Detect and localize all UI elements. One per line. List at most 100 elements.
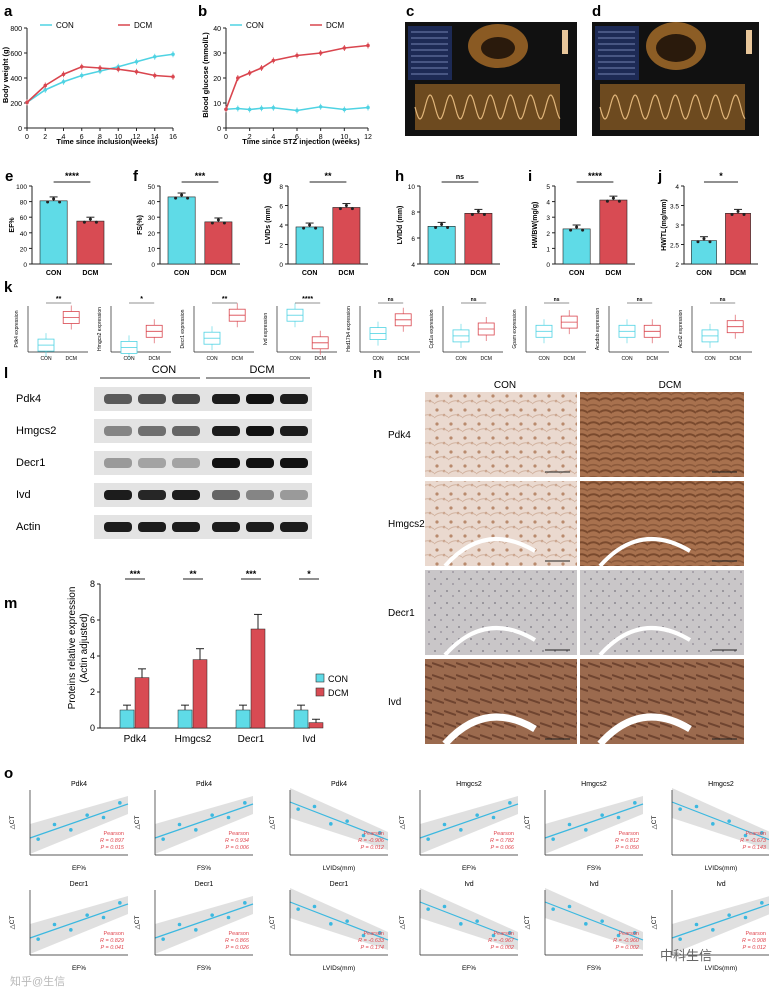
y-tick-label: 0: [151, 262, 155, 269]
blot-band: [172, 458, 200, 468]
ihc-image: [425, 481, 577, 566]
plot-title: Ivd: [464, 881, 473, 888]
blot-row-decr1: Decr1: [16, 451, 312, 475]
stat-r: R = -0.633: [358, 938, 385, 944]
stat-p: P = 0.002: [616, 945, 640, 951]
sample-point: [118, 801, 122, 805]
stat-r: R = 0.812: [615, 838, 639, 844]
x-tick-label: 2: [248, 134, 252, 141]
sample-point: [210, 813, 214, 817]
bar-dcm: [332, 207, 361, 265]
panel-n: n CON DCM Pdk4 Hmgcs2 Decr1 Ivd: [373, 365, 744, 747]
sample-point: [442, 822, 447, 827]
sample-dot: [338, 207, 342, 211]
plot-title: Decr1: [195, 881, 214, 888]
blood-glucose-chart: 0 10 20 30 40 0 2 4 6 8 10 12: [213, 26, 372, 141]
sample-point: [296, 907, 300, 911]
data-point-dcm: [295, 53, 299, 58]
sample-point: [616, 933, 621, 938]
bar-con: [427, 226, 456, 265]
x-axis-label: EF%: [72, 965, 86, 972]
blot-band: [138, 522, 166, 532]
blot-row-ivd: Ivd: [16, 483, 312, 507]
data-point-dcm: [342, 46, 347, 50]
x-tick-label: CON: [206, 356, 218, 362]
sample-point: [69, 928, 73, 932]
stat-method: Pearson: [619, 931, 640, 937]
sample-point: [633, 801, 637, 805]
y-tick-label: 30: [148, 215, 156, 222]
stat-r: R = 0.908: [742, 938, 767, 944]
sample-point: [194, 928, 198, 932]
y-tick-label: 20: [20, 246, 28, 253]
y-tick-label: 60: [20, 215, 28, 222]
confidence-band: [420, 796, 518, 854]
confidence-band: [155, 896, 253, 954]
stat-r: R = -0.960: [613, 938, 640, 944]
sample-point: [711, 928, 715, 932]
ihc-row-label: Hmgcs2: [388, 519, 425, 530]
y-tick-label: 8: [279, 184, 283, 191]
confidence-band: [672, 896, 769, 954]
sample-point: [743, 833, 748, 838]
blot-band: [280, 394, 308, 404]
blot-band: [246, 426, 274, 436]
sample-dot: [174, 196, 178, 200]
bar-con: [167, 196, 196, 265]
significance-label: ***: [130, 569, 141, 579]
data-point-dcm: [259, 66, 264, 70]
bar-dcm: [134, 677, 150, 729]
bar-con: [691, 240, 717, 265]
x-tick-label: DCM: [564, 356, 575, 362]
sample-dot: [730, 212, 734, 216]
blot-label: Pdk4: [16, 393, 41, 405]
sample-dot: [222, 221, 226, 225]
x-tick-label: 8: [98, 134, 102, 141]
ihc-gap: [597, 713, 692, 747]
box-plot-8: Acadsb expression CON DCM ns: [595, 297, 669, 362]
plot-title: Hmgcs2: [708, 781, 734, 788]
x-tick-label: DCM: [470, 270, 486, 277]
x-tick-label: DCM: [605, 270, 621, 277]
significance-label: *: [307, 569, 311, 579]
ylabel-a: Body weight (g): [1, 46, 10, 103]
stat-method: Pearson: [104, 831, 125, 837]
x-tick-label: Ivd: [302, 734, 315, 745]
x-tick-label: CON: [46, 270, 62, 277]
ihc-gap: [443, 626, 537, 657]
sample-dot: [581, 228, 585, 232]
y-tick-label: 5: [546, 184, 550, 191]
bar-dcm: [464, 213, 493, 265]
blot-band: [172, 522, 200, 532]
y-axis-label: HW/TL(mg/mm): [661, 199, 668, 251]
wb-group-dcm: DCM: [249, 364, 274, 376]
x-axis-label: FS%: [587, 965, 601, 972]
blot-row-hmgcs2: Hmgcs2: [16, 419, 312, 443]
y-tick-label: 800: [10, 26, 22, 33]
blot-strip: [94, 419, 312, 443]
x-tick-label: CON: [123, 356, 135, 362]
x-axis-label: FS%: [197, 965, 211, 972]
y-tick-label: 20: [148, 231, 156, 238]
panel-letter-c: c: [406, 3, 414, 20]
x-tick-label: 4: [62, 134, 66, 141]
x-tick-label: 16: [169, 134, 177, 141]
y-tick-label: 10: [408, 184, 416, 191]
sample-point: [459, 828, 463, 832]
blot-label: Actin: [16, 521, 40, 533]
significance-label: ****: [302, 296, 313, 303]
sample-dot: [344, 204, 348, 207]
x-tick-label: 6: [80, 134, 84, 141]
confidence-band: [545, 796, 643, 854]
stat-p: P = 0.174: [361, 945, 385, 951]
y-tick-label: 3: [675, 223, 679, 230]
sample-point: [36, 837, 40, 841]
stat-r: R = -0.673: [740, 838, 767, 844]
bar-dcm: [76, 220, 105, 265]
fit-line: [289, 901, 389, 941]
legend-a-con: CON: [56, 21, 74, 30]
data-point-con: [152, 54, 157, 59]
y-axis-label: △CT: [9, 816, 16, 830]
